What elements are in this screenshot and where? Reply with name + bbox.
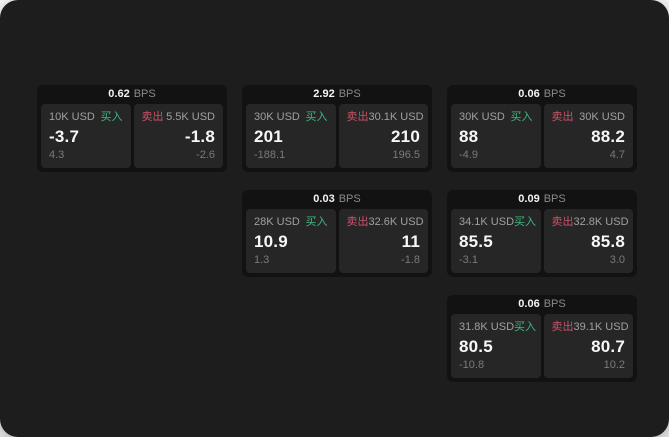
sell-price: 88.2 — [591, 127, 625, 146]
sell-side-label: 卖出 — [551, 216, 574, 228]
buy-quote-button[interactable]: 10K USD 买入 -3.7 4.3 — [41, 104, 131, 168]
quote-panels: 10K USD 买入 -3.7 4.3 卖出 5.5K USD -1.8 -2.… — [41, 104, 223, 168]
sell-side-label: 卖出 — [551, 111, 574, 123]
buy-quote-button[interactable]: 30K USD 买入 88 -4.9 — [451, 104, 541, 168]
sell-side-label: 卖出 — [141, 111, 164, 123]
bps-unit: BPS — [338, 193, 361, 205]
bps-unit: BPS — [338, 88, 361, 100]
quote-card-5: 0.09 BPS 34.1K USD 买入 85.5 -3.1 卖出 32.8K… — [447, 190, 637, 277]
quote-panels: 28K USD 买入 10.9 1.3 卖出 32.6K USD 11 -1.8 — [246, 209, 428, 273]
bps-unit: BPS — [543, 88, 566, 100]
buy-change: 1.3 — [254, 254, 270, 266]
bps-value: 0.09 — [518, 193, 540, 205]
sell-quote-button[interactable]: 卖出 32.8K USD 85.8 3.0 — [543, 209, 633, 273]
sell-change: -1.8 — [401, 254, 420, 266]
sell-quote-button[interactable]: 卖出 5.5K USD -1.8 -2.6 — [133, 104, 223, 168]
buy-price: 88 — [459, 127, 479, 146]
sell-change: -2.6 — [196, 149, 215, 161]
card-header: 0.03 BPS — [246, 190, 428, 209]
buy-side-label: 买入 — [100, 111, 123, 123]
quote-grid: 0.62 BPS 10K USD 买入 -3.7 4.3 卖出 5.5K USD — [37, 85, 637, 382]
buy-side-label: 买入 — [514, 321, 537, 333]
buy-quote-button[interactable]: 30K USD 买入 201 -188.1 — [246, 104, 336, 168]
buy-amount: 30K USD — [459, 111, 505, 123]
quote-card-2: 2.92 BPS 30K USD 买入 201 -188.1 卖出 30.1K … — [242, 85, 432, 172]
bps-value: 0.03 — [313, 193, 335, 205]
buy-change: 4.3 — [49, 149, 65, 161]
buy-quote-button[interactable]: 28K USD 买入 10.9 1.3 — [246, 209, 336, 273]
buy-quote-button[interactable]: 34.1K USD 买入 85.5 -3.1 — [451, 209, 541, 273]
sell-amount: 30K USD — [579, 111, 625, 123]
sell-change: 4.7 — [609, 149, 625, 161]
bps-value: 0.06 — [518, 298, 540, 310]
buy-price: -3.7 — [49, 127, 80, 146]
sell-price: 11 — [401, 232, 420, 251]
sell-amount: 32.6K USD — [368, 216, 424, 228]
buy-side-label: 买入 — [510, 111, 533, 123]
card-header: 0.06 BPS — [451, 295, 633, 314]
sell-price: 80.7 — [591, 337, 625, 356]
sell-side-label: 卖出 — [346, 111, 369, 123]
sell-quote-button[interactable]: 卖出 30.1K USD 210 196.5 — [338, 104, 428, 168]
sell-quote-button[interactable]: 卖出 30K USD 88.2 4.7 — [543, 104, 633, 168]
buy-price: 80.5 — [459, 337, 493, 356]
buy-amount: 31.8K USD — [459, 321, 515, 333]
sell-amount: 39.1K USD — [573, 321, 629, 333]
quote-card-1: 0.62 BPS 10K USD 买入 -3.7 4.3 卖出 5.5K USD — [37, 85, 227, 172]
buy-change: -10.8 — [459, 359, 485, 371]
buy-change: -4.9 — [459, 149, 478, 161]
buy-amount: 30K USD — [254, 111, 300, 123]
sell-quote-button[interactable]: 卖出 39.1K USD 80.7 10.2 — [543, 314, 633, 378]
sell-change: 3.0 — [609, 254, 625, 266]
quote-card-4: 0.03 BPS 28K USD 买入 10.9 1.3 卖出 32.6K US… — [242, 190, 432, 277]
buy-price: 10.9 — [254, 232, 288, 251]
quote-panels: 34.1K USD 买入 85.5 -3.1 卖出 32.8K USD 85.8… — [451, 209, 633, 273]
sell-change: 196.5 — [392, 149, 420, 161]
buy-amount: 10K USD — [49, 111, 95, 123]
sell-amount: 5.5K USD — [166, 111, 215, 123]
sell-quote-button[interactable]: 卖出 32.6K USD 11 -1.8 — [338, 209, 428, 273]
buy-amount: 28K USD — [254, 216, 300, 228]
bps-value: 0.06 — [518, 88, 540, 100]
quote-panels: 31.8K USD 买入 80.5 -10.8 卖出 39.1K USD 80.… — [451, 314, 633, 378]
quote-panels: 30K USD 买入 201 -188.1 卖出 30.1K USD 210 1… — [246, 104, 428, 168]
buy-change: -3.1 — [459, 254, 478, 266]
sell-side-label: 卖出 — [346, 216, 369, 228]
buy-change: -188.1 — [254, 149, 286, 161]
quote-card-6: 0.06 BPS 31.8K USD 买入 80.5 -10.8 卖出 39.1… — [447, 295, 637, 382]
quote-panels: 30K USD 买入 88 -4.9 卖出 30K USD 88.2 4.7 — [451, 104, 633, 168]
bps-unit: BPS — [543, 298, 566, 310]
bps-unit: BPS — [133, 88, 156, 100]
quote-card-3: 0.06 BPS 30K USD 买入 88 -4.9 卖出 30K USD — [447, 85, 637, 172]
buy-price: 85.5 — [459, 232, 493, 251]
bps-unit: BPS — [543, 193, 566, 205]
bps-value: 2.92 — [313, 88, 335, 100]
buy-amount: 34.1K USD — [459, 216, 515, 228]
sell-price: 210 — [391, 127, 420, 146]
bps-value: 0.62 — [108, 88, 130, 100]
sell-amount: 30.1K USD — [368, 111, 424, 123]
sell-amount: 32.8K USD — [573, 216, 629, 228]
card-header: 2.92 BPS — [246, 85, 428, 104]
buy-side-label: 买入 — [305, 216, 328, 228]
card-header: 0.09 BPS — [451, 190, 633, 209]
buy-side-label: 买入 — [514, 216, 537, 228]
sell-change: 10.2 — [603, 359, 625, 371]
buy-price: 201 — [254, 127, 283, 146]
sell-price: 85.8 — [591, 232, 625, 251]
buy-side-label: 买入 — [305, 111, 328, 123]
card-header: 0.62 BPS — [41, 85, 223, 104]
buy-quote-button[interactable]: 31.8K USD 买入 80.5 -10.8 — [451, 314, 541, 378]
sell-side-label: 卖出 — [551, 321, 574, 333]
sell-price: -1.8 — [184, 127, 215, 146]
card-header: 0.06 BPS — [451, 85, 633, 104]
